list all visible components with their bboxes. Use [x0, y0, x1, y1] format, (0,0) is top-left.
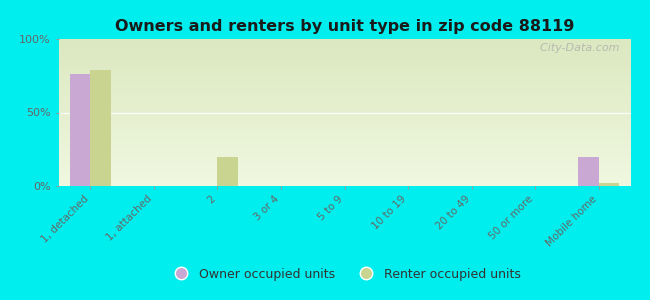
Title: Owners and renters by unit type in zip code 88119: Owners and renters by unit type in zip c…: [115, 19, 574, 34]
Bar: [70, 74, 90, 186]
Bar: [217, 157, 238, 186]
Bar: [90, 70, 110, 186]
Text: City-Data.com: City-Data.com: [532, 44, 619, 53]
Bar: [599, 183, 619, 186]
Legend: Owner occupied units, Renter occupied units: Owner occupied units, Renter occupied un…: [164, 263, 525, 286]
Bar: [578, 157, 599, 186]
